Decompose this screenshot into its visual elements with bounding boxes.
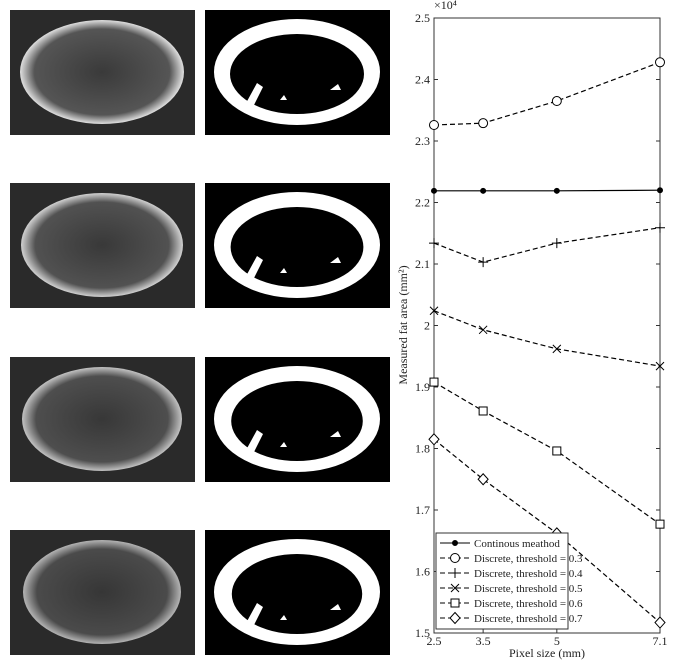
x-axis-label: Pixel size (mm): [509, 646, 585, 660]
legend-label: Discrete, threshold = 0.3: [474, 553, 583, 565]
series-line: [434, 190, 660, 191]
mri-body: [21, 193, 183, 297]
series-line: [434, 311, 660, 366]
marker: [429, 238, 439, 248]
marker: [553, 447, 561, 455]
marker: [655, 223, 665, 233]
legend-label: Continous meathod: [474, 538, 560, 550]
y-tick-label: 1.9: [415, 380, 430, 394]
legend-label: Discrete, threshold = 0.5: [474, 583, 583, 595]
y-tick-label: 2.1: [415, 257, 430, 271]
marker: [432, 188, 437, 193]
series-line: [434, 62, 660, 125]
y-tick-label: 2: [424, 319, 430, 333]
mri-body: [23, 540, 181, 644]
marker: [453, 541, 458, 546]
marker: [655, 617, 665, 628]
mri-body: [20, 20, 184, 124]
y-tick-label: 2.5: [415, 11, 430, 25]
marker: [451, 554, 460, 563]
marker: [479, 407, 487, 415]
marker: [658, 188, 663, 193]
legend-label: Discrete, threshold = 0.7: [474, 613, 583, 625]
marker: [429, 434, 439, 445]
x-tick-label: 7.1: [653, 634, 668, 648]
y-tick-label: 2.3: [415, 134, 430, 148]
marker: [478, 257, 488, 267]
y-tick-label: 2.4: [415, 73, 430, 87]
marker: [479, 119, 488, 128]
x-tick-label: 2.5: [427, 634, 442, 648]
y-tick-label: 2.2: [415, 196, 430, 210]
figure: ×10⁴ Pixel size (mm) Measured fat area (…: [0, 0, 674, 662]
image-panels: [10, 10, 390, 655]
marker: [552, 238, 562, 248]
x-tick-label: 3.5: [476, 634, 491, 648]
series-line: [434, 382, 660, 524]
exponent-label: ×10⁴: [434, 0, 457, 12]
y-tick-label: 1.8: [415, 442, 430, 456]
y-axis-label: Measured fat area (mm²): [396, 265, 410, 384]
marker: [552, 97, 561, 106]
series-line: [434, 228, 660, 262]
marker: [481, 188, 486, 193]
x-tick-label: 5: [554, 634, 560, 648]
marker: [656, 520, 664, 528]
legend-label: Discrete, threshold = 0.4: [474, 568, 583, 580]
marker: [478, 474, 488, 485]
marker: [451, 599, 459, 607]
marker: [430, 378, 438, 386]
marker: [430, 121, 439, 130]
marker: [554, 188, 559, 193]
marker: [656, 58, 665, 67]
marker: [479, 326, 487, 334]
y-tick-label: 1.7: [415, 503, 430, 517]
legend-label: Discrete, threshold = 0.6: [474, 598, 583, 610]
y-tick-label: 1.6: [415, 565, 430, 579]
mri-body: [22, 367, 182, 471]
